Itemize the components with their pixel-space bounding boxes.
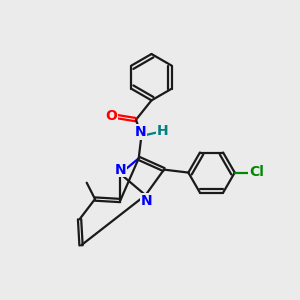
Text: O: O [105, 109, 117, 123]
Text: N: N [115, 163, 126, 177]
Text: N: N [141, 194, 152, 208]
Text: H: H [157, 124, 169, 138]
Text: Cl: Cl [249, 165, 264, 179]
Text: N: N [134, 125, 146, 139]
